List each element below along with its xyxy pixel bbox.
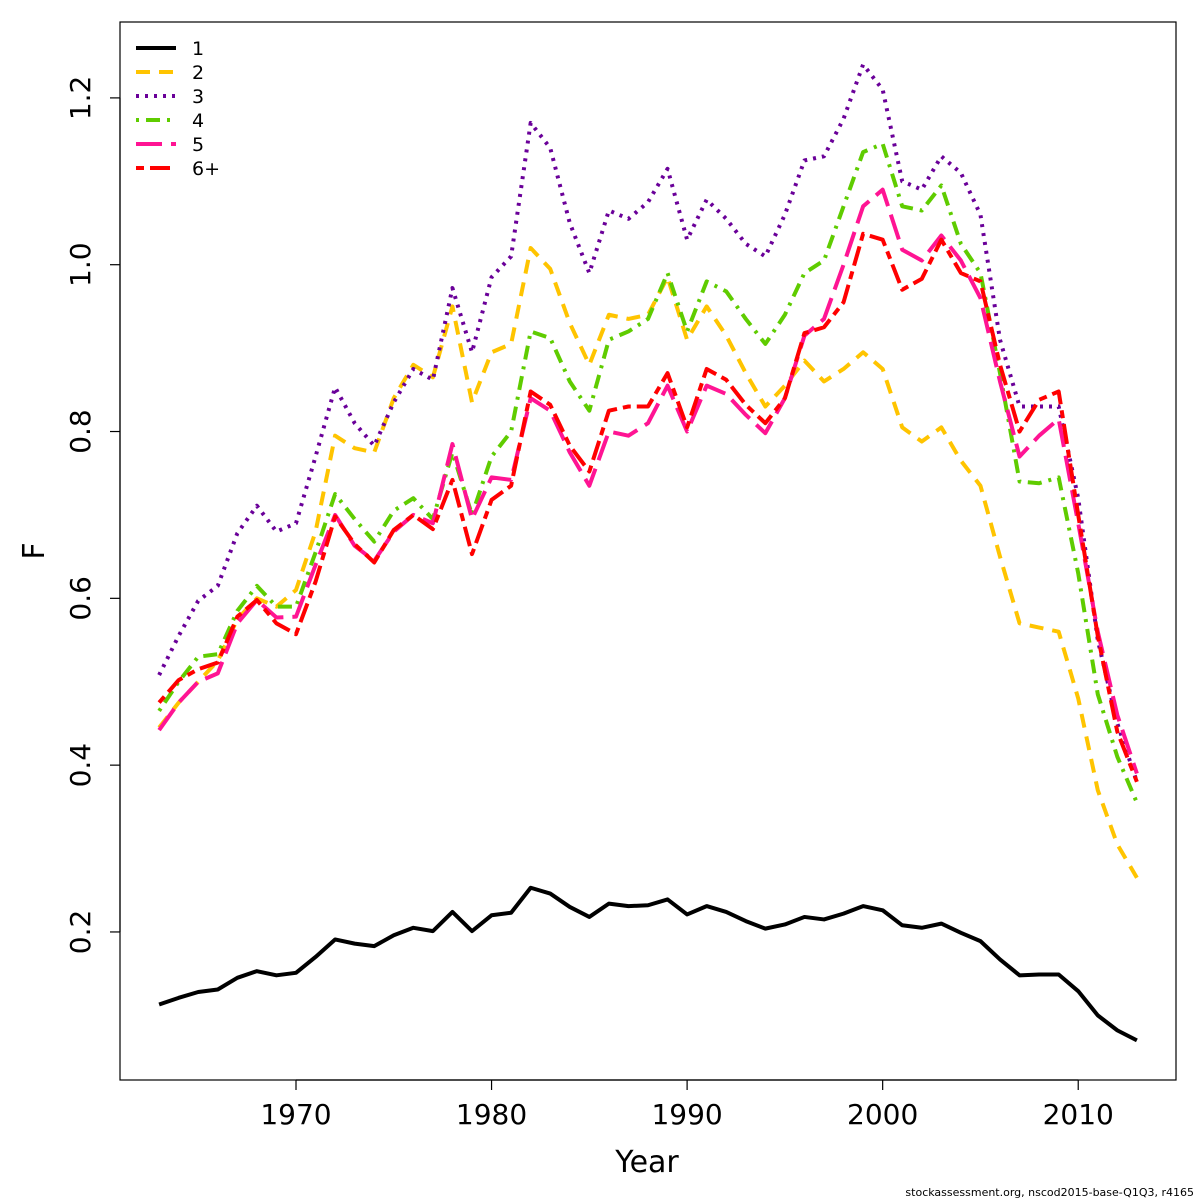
x-tick-label: 2010	[1043, 1098, 1114, 1131]
series-line	[157, 62, 1139, 783]
series-line	[157, 231, 1139, 783]
y-tick-label: 0.4	[64, 743, 97, 788]
legend-label: 6+	[192, 158, 220, 180]
series-line	[157, 141, 1139, 804]
x-tick-label: 2000	[847, 1098, 918, 1131]
legend-label: 2	[192, 62, 204, 84]
series-line	[157, 187, 1139, 775]
x-tick-label: 1970	[260, 1098, 331, 1131]
series-line	[157, 246, 1139, 879]
series-line	[158, 885, 1138, 1043]
y-tick-label: 0.8	[64, 409, 97, 454]
x-tick-label: 1990	[651, 1098, 722, 1131]
plot-frame	[119, 21, 1177, 1081]
footnote: stockassessment.org, nscod2015-base-Q1Q3…	[905, 1186, 1194, 1199]
y-axis-label: F	[17, 542, 52, 559]
legend-label: 4	[192, 110, 204, 132]
legend-label: 5	[192, 134, 204, 156]
x-axis-label: Year	[614, 1145, 679, 1180]
y-tick-label: 1.2	[64, 76, 97, 121]
x-tick-label: 1980	[456, 1098, 527, 1131]
legend-label: 3	[192, 86, 204, 108]
y-tick-label: 0.2	[64, 910, 97, 955]
y-tick-label: 1.0	[64, 242, 97, 287]
legend-label: 1	[192, 38, 204, 60]
y-tick-label: 0.6	[64, 576, 97, 621]
